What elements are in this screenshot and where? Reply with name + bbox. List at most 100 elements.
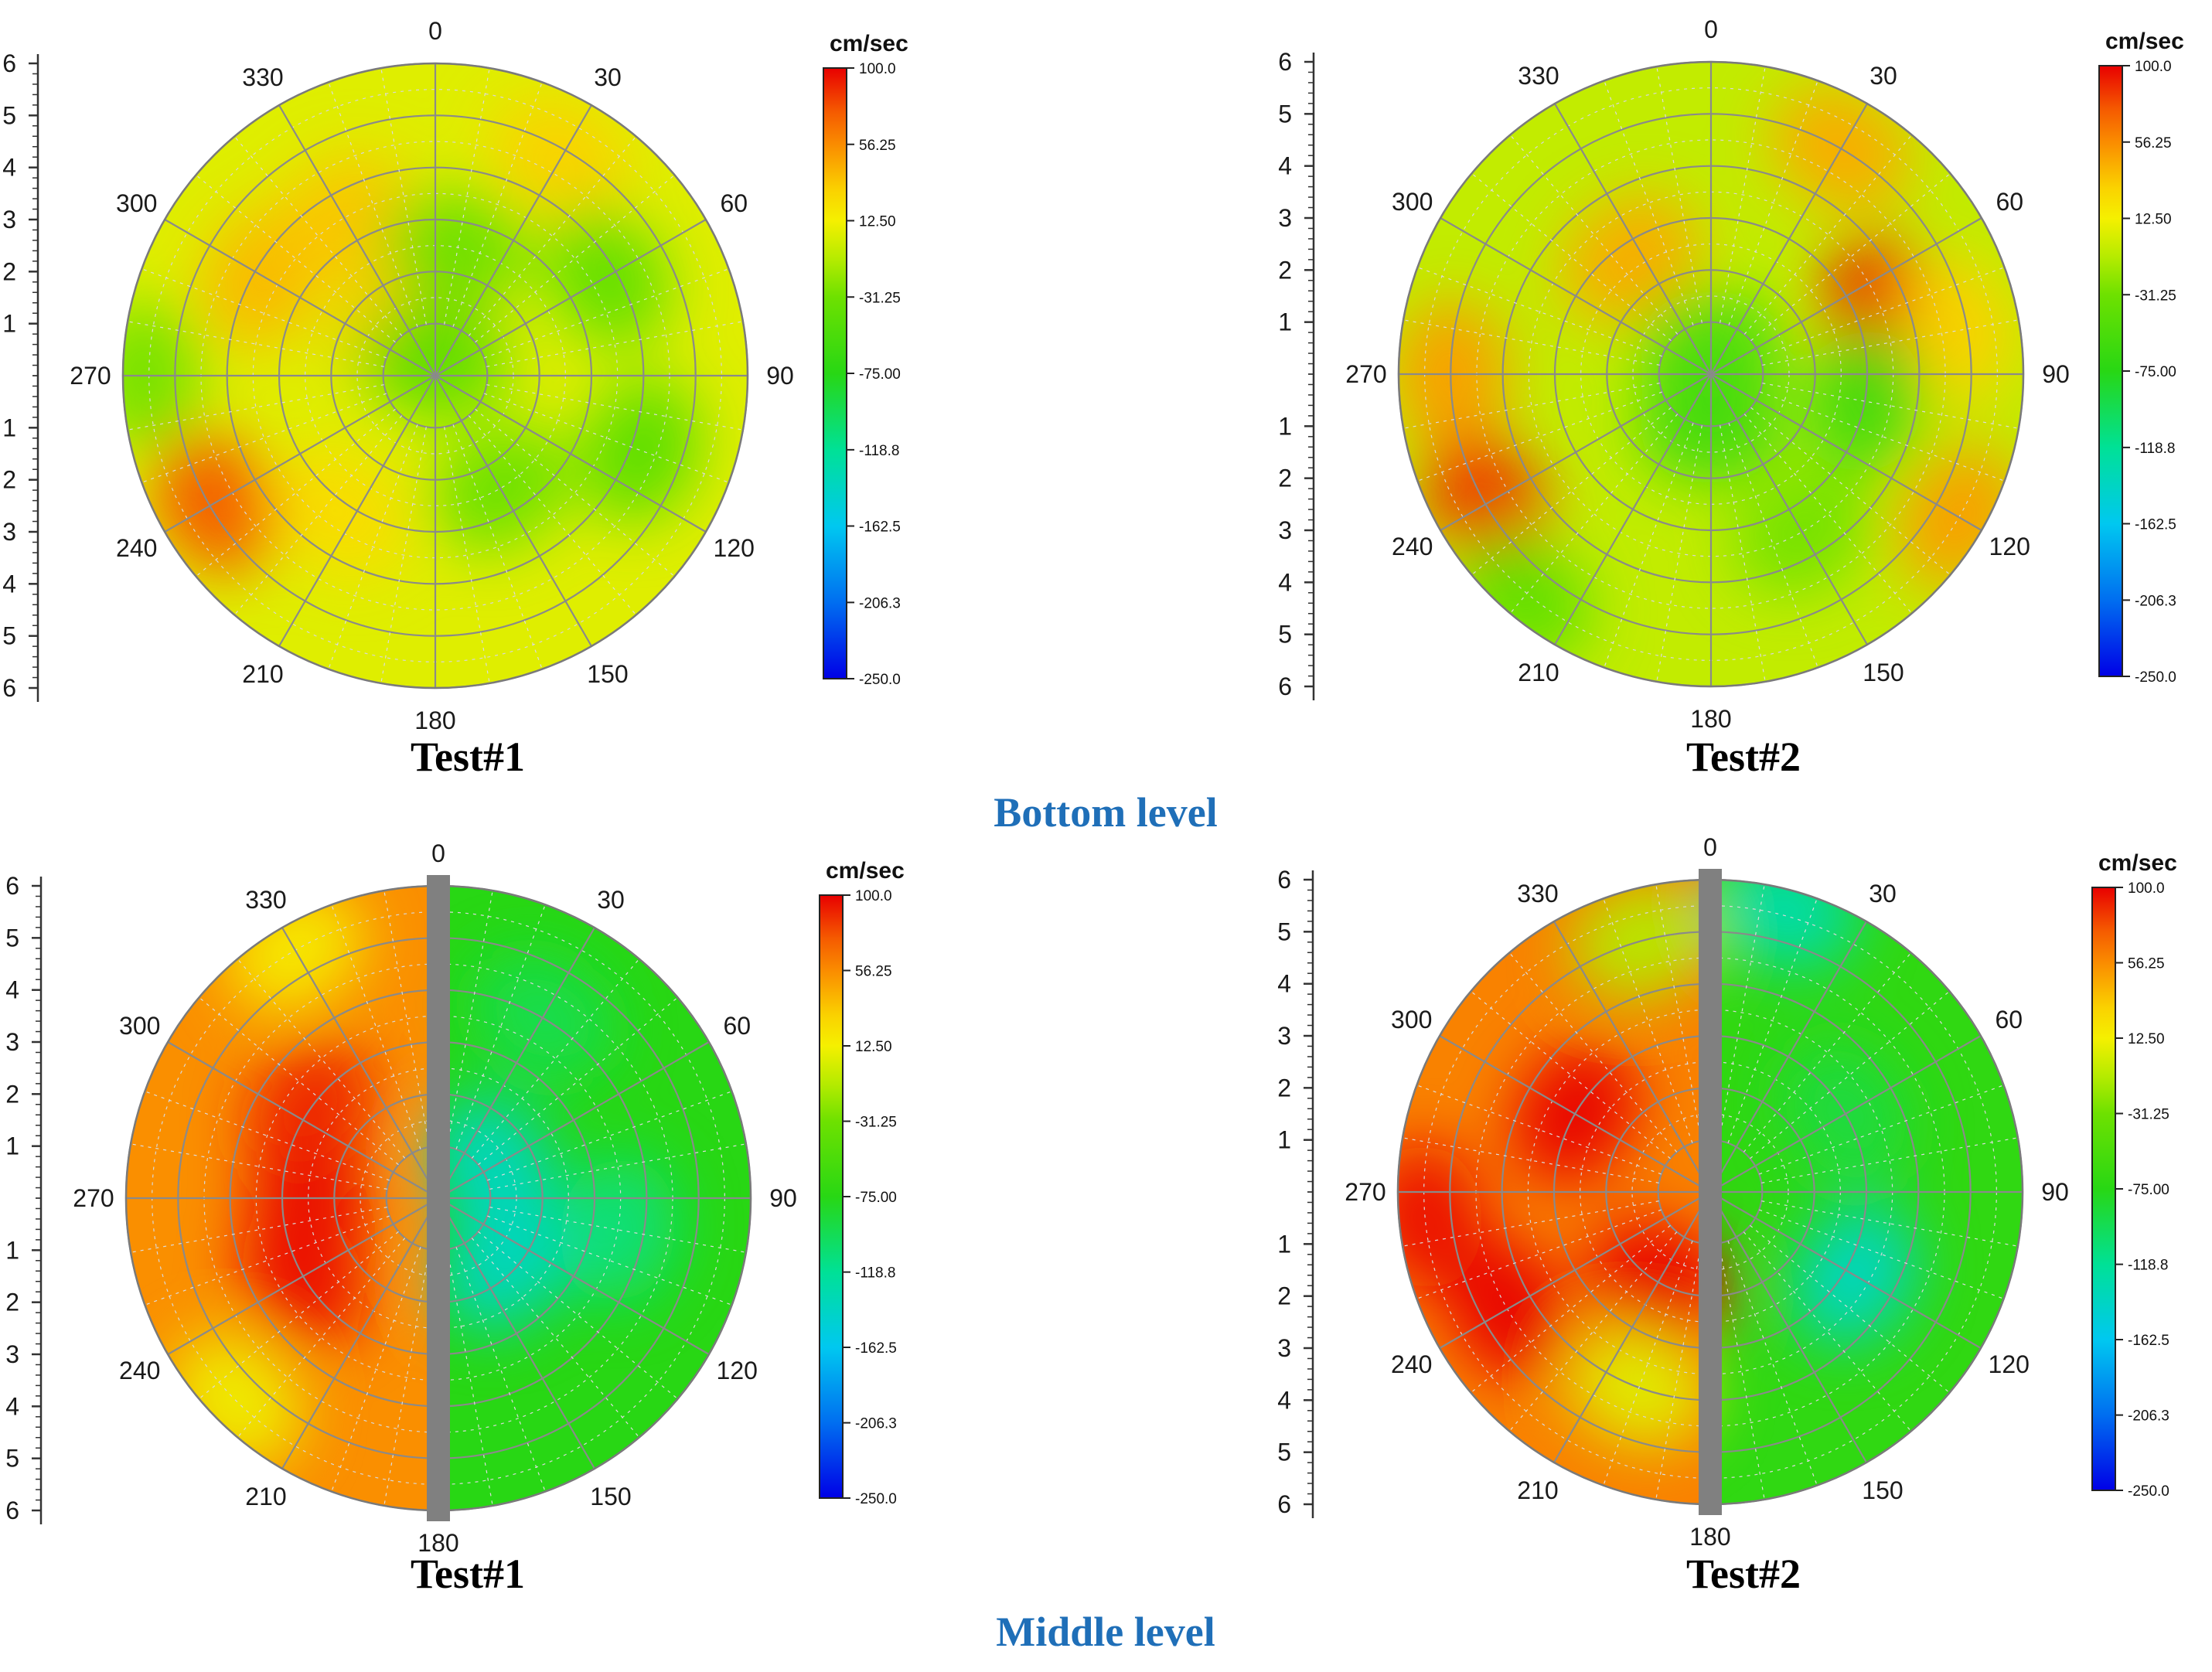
polar-border [121, 62, 749, 690]
colorbar-unit-label: cm/sec [2105, 29, 2184, 54]
colorbar-unit-label: cm/sec [826, 858, 905, 884]
contour-blob-7 [1561, 195, 1699, 323]
angular-gridline-150 [1709, 1191, 1867, 1463]
angular-minor-gridline [1471, 407, 1672, 576]
radial-tick-label: 3 [5, 1028, 19, 1056]
angular-gridline-30 [435, 104, 592, 376]
angular-minor-gridline [383, 890, 430, 1147]
angular-gridline-210 [281, 1197, 439, 1469]
angular-tick-label: 90 [766, 362, 794, 390]
angular-minor-gridline [1508, 952, 1678, 1153]
angular-tick-label: 300 [116, 189, 157, 217]
angular-gridline-210 [1554, 373, 1712, 645]
colorbar-tick-label: -162.5 [859, 519, 901, 536]
angular-tick-label: 150 [1863, 659, 1904, 686]
polar-chart-1: 0 30 60 90 120 150 180 210 240 270 300 330 1 2 3 4 5 6 1 2 3… [2, 17, 908, 734]
colorbar-tick-label: -118.8 [2128, 1258, 2168, 1274]
angular-minor-gridline [1509, 135, 1679, 335]
colorbar-tick-label: -118.8 [2135, 441, 2175, 457]
angular-tick-label: 270 [70, 362, 111, 390]
divider-bar [1699, 869, 1722, 1515]
colorbar-tick-label: -31.25 [859, 290, 901, 306]
angular-minor-gridline [1604, 80, 1694, 325]
angular-tick-label: 150 [1862, 1476, 1903, 1504]
angular-minor-gridline [1750, 1224, 1950, 1394]
angular-minor-gridline [1719, 1243, 1765, 1500]
radial-tick-label: 5 [1277, 918, 1291, 945]
angular-tick-label: 60 [1995, 1006, 2023, 1034]
angular-tick-label: 180 [1690, 705, 1731, 733]
angular-tick-label: 330 [1517, 880, 1558, 908]
radial-tick-label: 5 [2, 101, 16, 129]
angular-minor-gridline [1604, 423, 1694, 668]
angular-tick-label: 120 [1989, 533, 2030, 560]
radial-tick-label: 2 [1278, 256, 1292, 284]
angular-gridline-300 [167, 1041, 439, 1199]
colorbar-tick-label: -162.5 [2128, 1333, 2169, 1349]
colorbar-tick-label: -75.00 [2135, 364, 2176, 380]
angular-tick-label: 120 [717, 1357, 758, 1384]
angular-minor-gridline [468, 415, 637, 615]
colorbar-tick-label: 100.0 [2128, 880, 2165, 897]
radial-tick-label: 1 [2, 414, 16, 441]
panel-title-bottom-test2: Test#2 [1685, 734, 1801, 780]
angular-tick-label: 210 [1518, 659, 1559, 686]
angular-tick-label: 120 [714, 534, 755, 562]
radial-tick-label: 6 [1278, 673, 1292, 700]
angular-minor-gridline [1719, 884, 1765, 1141]
angular-tick-label: 90 [2042, 360, 2070, 388]
angular-minor-gridline [233, 136, 403, 336]
angular-tick-label: 90 [2041, 1178, 2069, 1206]
angular-minor-gridline [141, 393, 387, 483]
level-label-middle: Middle level [996, 1609, 1215, 1655]
angular-minor-gridline [1471, 1224, 1671, 1394]
level-label-bottom: Bottom level [994, 789, 1218, 836]
angular-tick-label: 300 [119, 1012, 160, 1040]
angular-minor-gridline [1743, 135, 1913, 335]
angular-minor-gridline [196, 174, 396, 343]
angular-minor-gridline [1743, 1231, 1912, 1432]
radial-axis: 1 2 3 4 5 6 1 2 3 4 5 6 [1278, 48, 1315, 700]
angular-minor-gridline [128, 321, 384, 367]
angular-gridline-210 [278, 375, 436, 647]
radial-tick-label: 5 [2, 622, 16, 650]
radial-tick-label: 2 [5, 1289, 19, 1316]
colorbar-tick-label: -75.00 [2128, 1182, 2169, 1198]
colorbar-tick-label: -250.0 [2128, 1483, 2169, 1500]
angular-minor-gridline [471, 1238, 640, 1438]
angular-gridline-120 [435, 375, 707, 533]
angular-minor-gridline [1471, 172, 1672, 342]
angular-minor-gridline [233, 415, 403, 615]
angular-minor-gridline [478, 1231, 678, 1400]
angular-tick-label: 0 [1703, 833, 1717, 861]
angular-minor-gridline [1719, 425, 1766, 682]
angular-minor-gridline [484, 268, 729, 359]
angular-gridline-30 [438, 927, 595, 1199]
polar-chart-3: 0 30 60 90 120 150 180 210 240 270 300 330 1 2 3 4 5 6 1 2 3… [5, 839, 905, 1557]
radial-axis: 1 2 3 4 5 6 1 2 3 4 5 6 [2, 49, 39, 702]
angular-tick-label: 120 [1989, 1350, 2030, 1378]
radial-tick-label: 1 [5, 1132, 19, 1160]
colorbar-tick-label: 12.50 [859, 214, 896, 230]
angular-minor-gridline [471, 959, 640, 1159]
contour-field [1398, 880, 2023, 1504]
angular-gridline-60 [1709, 1035, 1982, 1193]
colorbar: cm/sec 100.0 56.25 12.50 -31.25 -75.00 -118.8 -… [819, 858, 905, 1507]
radial-tick-label: 6 [5, 872, 19, 900]
colorbar-tick-label: -250.0 [855, 1491, 897, 1507]
angular-minor-gridline [1719, 66, 1766, 323]
radial-tick-label: 1 [1278, 308, 1292, 336]
colorbar-tick-label: 12.50 [2135, 212, 2172, 228]
colorbar-tick-label: 12.50 [2128, 1031, 2165, 1047]
angular-minor-gridline [478, 996, 678, 1166]
angular-minor-gridline [1656, 425, 1702, 682]
angular-minor-gridline [1743, 952, 1912, 1153]
angular-gridline-150 [1710, 373, 1868, 645]
angular-minor-gridline [468, 136, 637, 336]
radial-tick-label: 3 [2, 518, 16, 546]
angular-tick-label: 270 [73, 1184, 114, 1212]
angular-minor-gridline [1603, 898, 1693, 1143]
angular-minor-gridline [1603, 1241, 1693, 1486]
angular-tick-label: 30 [594, 63, 622, 91]
angular-minor-gridline [1417, 267, 1662, 357]
